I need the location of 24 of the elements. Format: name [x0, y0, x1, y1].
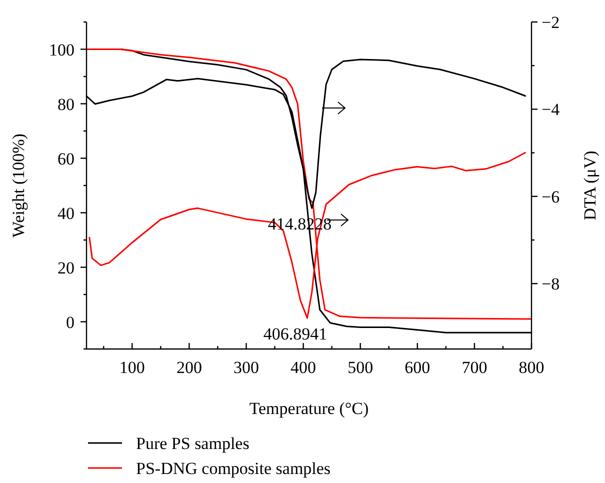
y2-axis-title: DTA (μV) — [580, 150, 600, 220]
y-axis-title: Weight (100%) — [9, 134, 28, 238]
legend-label: PS-DNG composite samples — [136, 459, 331, 478]
x-tick-label: 300 — [233, 358, 259, 377]
legend-label: Pure PS samples — [136, 434, 250, 453]
x-tick-label: 600 — [404, 358, 430, 377]
x-tick-label: 800 — [518, 358, 544, 377]
y-tick-label: 0 — [66, 312, 74, 332]
y2-tick-label: −2 — [542, 13, 560, 32]
y-tick-label: 20 — [58, 258, 74, 278]
y-tick-label: 80 — [58, 94, 74, 114]
annotation: 406.8941 — [263, 324, 328, 344]
y2-tick-label: −4 — [542, 100, 560, 120]
x-axis-title: Temperature (°C) — [249, 399, 369, 418]
x-tick-label: 700 — [462, 358, 488, 377]
x-tick-label: 200 — [176, 358, 202, 377]
x-tick-label: 500 — [348, 358, 374, 377]
x-tick-label: 100 — [119, 358, 145, 377]
x-tick-label: 400 — [290, 358, 316, 377]
y2-tick-label: −8 — [542, 274, 560, 294]
y-tick-label: 60 — [58, 149, 74, 168]
y-tick-label: 40 — [58, 204, 74, 223]
y-tick-label: 100 — [49, 40, 74, 60]
y2-tick-label: −6 — [542, 187, 560, 206]
